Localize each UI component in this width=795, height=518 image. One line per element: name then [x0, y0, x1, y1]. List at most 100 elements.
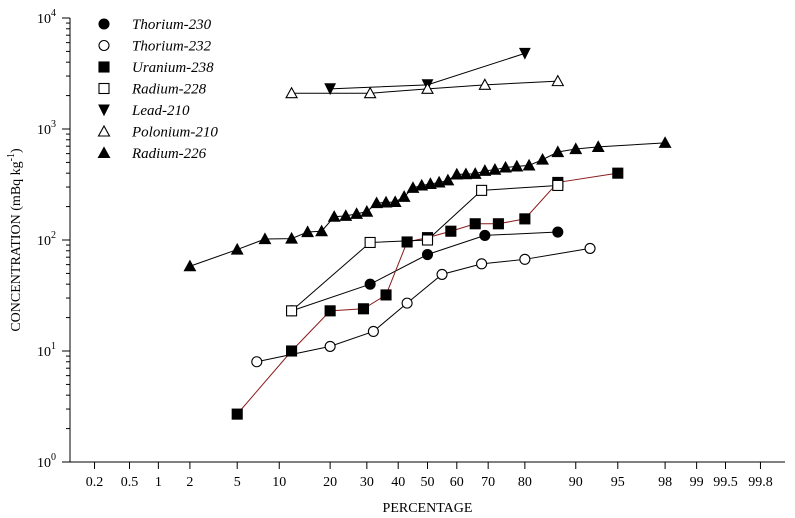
data-point-uranium-238	[380, 289, 392, 301]
data-point-radium-226	[478, 164, 492, 176]
legend-label-radium-228: Radium-228	[131, 82, 207, 98]
data-point-polonium-210	[285, 86, 298, 99]
legend-label-lead-210: Lead-210	[131, 103, 190, 119]
data-point-radium-226	[301, 225, 315, 238]
legend-label-polonium-210: Polonium-210	[131, 125, 218, 141]
legend-marker-radium-228	[98, 82, 110, 95]
data-point-radium-226	[360, 205, 374, 217]
x-tick-labels: 0.2 0.5 1 2 5 10 20 30 40 50 60 70 80 90 95 98 99 99.5 99.…	[86, 475, 773, 490]
data-point-thorium-230	[421, 248, 434, 261]
data-point-thorium-232	[401, 297, 413, 309]
y-axis-title-unit-exponent: -1	[6, 153, 17, 161]
data-point-radium-226	[183, 259, 197, 272]
x-tick-label: 60	[450, 475, 464, 490]
x-tick-label: 2	[186, 475, 193, 490]
data-point-radium-228	[364, 236, 376, 249]
data-point-radium-226	[510, 159, 524, 172]
data-point-uranium-238	[469, 218, 481, 230]
legend-label-thorium-232: Thorium-232	[132, 39, 212, 55]
x-tick-label: 90	[569, 475, 583, 490]
series-uranium-238	[231, 167, 624, 420]
data-point-radium-226	[350, 207, 364, 219]
data-point-radium-226	[536, 152, 549, 165]
data-point-radium-226	[415, 178, 429, 191]
data-point-uranium-238	[324, 305, 336, 317]
x-tick-label: 0.2	[86, 475, 104, 490]
data-point-radium-226	[591, 140, 605, 152]
data-point-radium-226	[468, 167, 482, 179]
x-tick-label: 40	[391, 475, 405, 490]
data-point-uranium-238	[286, 345, 298, 357]
legend-item-lead-210: Lead-210	[98, 103, 190, 119]
data-point-radium-226	[441, 173, 455, 186]
y-tick-exponent: 4	[51, 8, 56, 19]
data-point-radium-226	[230, 242, 244, 255]
data-point-lead-210	[518, 47, 531, 60]
data-point-polonium-210	[551, 74, 565, 87]
data-point-radium-226	[315, 224, 329, 237]
y-tick-base: 10	[37, 123, 51, 138]
y-tick-exponent: 3	[51, 119, 56, 130]
data-point-radium-226	[459, 167, 473, 180]
data-point-radium-228	[552, 179, 564, 192]
data-point-radium-226	[379, 195, 393, 208]
legend-marker-thorium-230	[98, 18, 110, 30]
y-tick-label: 104	[37, 8, 56, 27]
legend-item-thorium-232: Thorium-232	[98, 39, 212, 55]
x-tick-label: 99.8	[748, 475, 773, 490]
data-point-radium-228	[421, 234, 434, 246]
series-radium-228	[286, 179, 564, 317]
y-tick-label: 102	[37, 230, 56, 249]
x-tick-label: 98	[658, 475, 672, 490]
legend-label-uranium-238: Uranium-238	[132, 60, 214, 76]
legend-label-thorium-230: Thorium-230	[132, 17, 212, 33]
legend-label-radium-226: Radium-226	[131, 146, 207, 162]
data-point-polonium-210	[478, 78, 492, 90]
legend-marker-polonium-210	[97, 124, 111, 137]
data-point-uranium-238	[519, 213, 531, 225]
data-point-thorium-232	[476, 258, 488, 270]
legend-item-thorium-230: Thorium-230	[98, 17, 212, 33]
x-tick-label: 99	[690, 475, 704, 490]
data-point-radium-226	[488, 163, 502, 175]
x-axis-title: PERCENTAGE	[383, 501, 473, 516]
x-tick-label: 20	[323, 475, 337, 490]
y-axis-title: CONCENTRATION (mBq kg-1)	[6, 148, 24, 332]
legend-item-radium-228: Radium-228	[98, 82, 207, 98]
data-point-lead-210	[324, 83, 337, 96]
series-polonium-210	[285, 74, 565, 99]
legend-marker-uranium-238	[98, 61, 110, 73]
y-tick-base: 10	[37, 345, 51, 360]
series-thorium-232	[251, 242, 596, 368]
data-point-radium-226	[658, 136, 672, 148]
y-tick-exponent: 2	[51, 230, 56, 241]
data-point-radium-226	[285, 231, 298, 244]
x-tick-label: 80	[518, 475, 532, 490]
data-point-radium-226	[370, 196, 384, 209]
data-point-radium-226	[258, 232, 272, 245]
data-point-radium-226	[450, 167, 464, 180]
data-point-radium-226	[522, 158, 536, 171]
x-tick-label: 5	[234, 475, 241, 490]
legend-item-uranium-238: Uranium-238	[98, 60, 214, 76]
data-point-uranium-238	[357, 303, 370, 315]
data-point-thorium-232	[367, 325, 379, 338]
data-point-uranium-238	[492, 218, 504, 230]
legend-item-radium-226: Radium-226	[97, 146, 207, 162]
legend-marker-thorium-232	[98, 39, 110, 52]
data-point-thorium-232	[436, 268, 448, 280]
series-line-radium-228	[291, 184, 558, 312]
y-tick-label: 103	[37, 119, 56, 138]
data-point-radium-226	[406, 181, 420, 193]
data-point-thorium-232	[584, 242, 596, 254]
x-tick-label: 0.5	[121, 475, 139, 490]
series-radium-226	[183, 136, 672, 272]
data-point-radium-226	[327, 210, 341, 222]
data-point-radium-228	[476, 184, 488, 196]
x-tick-label: 99.5	[713, 475, 738, 490]
x-tick-label: 30	[360, 475, 374, 490]
data-point-thorium-232	[519, 253, 531, 265]
data-point-thorium-232	[324, 340, 336, 352]
y-axis-title-close: )	[9, 148, 24, 153]
